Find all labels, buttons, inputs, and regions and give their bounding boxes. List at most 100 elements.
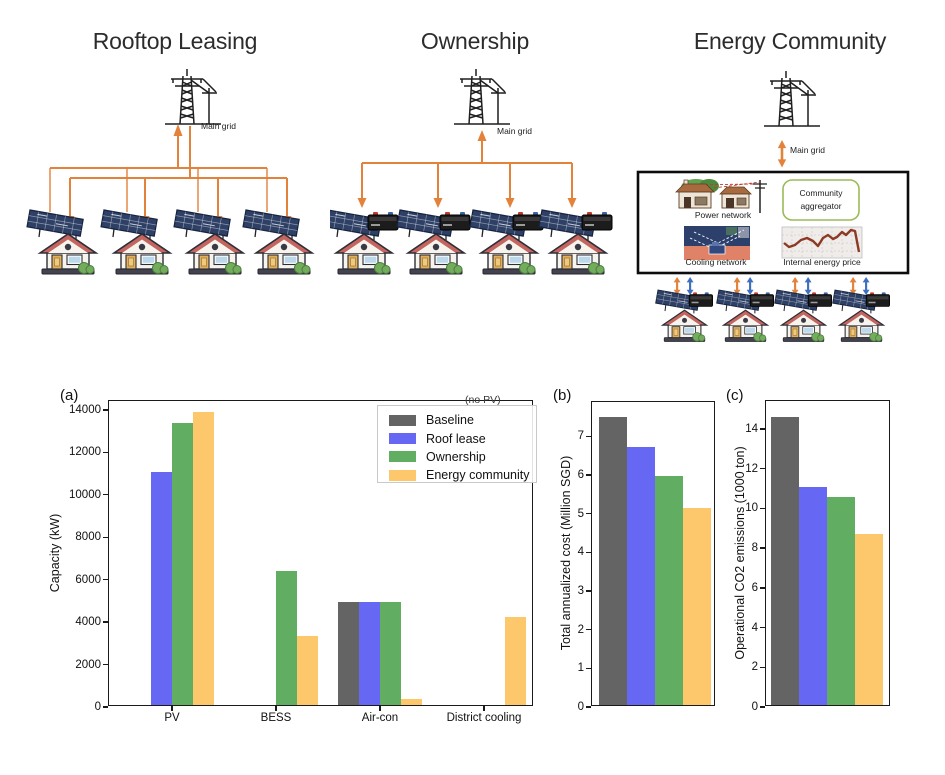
legend-swatch-roof-lease bbox=[389, 433, 416, 445]
legend-row-energy-community: Energy community bbox=[378, 466, 536, 484]
legend-row-ownership: Ownership bbox=[378, 448, 536, 466]
y-tick-mark bbox=[760, 706, 765, 708]
pv-battery-house-row bbox=[330, 209, 613, 275]
pv-house-row bbox=[26, 209, 313, 275]
y-tick-mark bbox=[586, 590, 591, 592]
y-tick-label: 6 bbox=[751, 581, 758, 594]
bar bbox=[855, 534, 883, 705]
cooling-exchange-arrow-icon bbox=[803, 275, 813, 297]
y-tick-label: 3 bbox=[577, 585, 584, 598]
y-tick-mark bbox=[586, 551, 591, 554]
bar bbox=[151, 471, 172, 705]
arrowheads bbox=[357, 130, 577, 208]
power-network-label: Power network bbox=[694, 210, 752, 220]
y-tick-label: 6 bbox=[577, 469, 584, 482]
y-tick-mark bbox=[586, 706, 591, 708]
y-tick-mark bbox=[760, 547, 765, 549]
chart-a-legend: Baseline Roof lease Ownership Energy com… bbox=[377, 405, 537, 483]
solar-panel-icon bbox=[242, 209, 300, 241]
y-tick-label: 4000 bbox=[75, 616, 101, 629]
y-tick-mark bbox=[760, 468, 765, 470]
y-tick-label: 6000 bbox=[75, 573, 101, 586]
energy-community-diagram bbox=[636, 70, 910, 343]
panel-label-a: (a) bbox=[60, 387, 79, 404]
bar bbox=[799, 486, 827, 705]
panel-label-c: (c) bbox=[726, 387, 744, 404]
bar bbox=[193, 412, 214, 705]
diagram-title-rooftop-leasing: Rooftop Leasing bbox=[92, 28, 258, 54]
y-tick-label: 0 bbox=[94, 701, 101, 713]
battery-icon bbox=[581, 211, 613, 231]
y-tick-label: 12 bbox=[745, 462, 758, 475]
cooling-exchange-arrow-icon bbox=[745, 275, 755, 297]
solar-panel-icon bbox=[100, 209, 158, 241]
battery-icon bbox=[807, 291, 832, 307]
house-icon bbox=[186, 233, 244, 275]
y-tick-label: 4 bbox=[751, 621, 758, 634]
y-tick-mark bbox=[103, 663, 108, 666]
diagram-title-ownership: Ownership bbox=[420, 28, 530, 54]
solar-panel-icon bbox=[173, 209, 231, 241]
y-tick-label: 4 bbox=[577, 546, 584, 559]
bar bbox=[338, 602, 359, 705]
y-tick-label: 14 bbox=[745, 422, 758, 435]
y-tick-mark bbox=[103, 536, 108, 538]
aggregator-line1: Community bbox=[799, 188, 843, 198]
y-tick-mark bbox=[103, 494, 108, 496]
cooling-exchange-arrow-icon bbox=[861, 275, 871, 297]
legend-label-baseline: Baseline bbox=[426, 413, 474, 428]
battery-icon bbox=[512, 211, 544, 231]
y-tick-mark bbox=[760, 587, 765, 589]
bar bbox=[505, 616, 526, 705]
emissions-bar-chart: 0 2 4 6 8 10 12 14 bbox=[745, 400, 890, 713]
power-flow-lines bbox=[49, 126, 288, 216]
no-pv-annotation: (no PV) bbox=[465, 394, 501, 406]
bar bbox=[683, 507, 711, 705]
house-icon bbox=[549, 233, 607, 275]
y-tick-mark bbox=[586, 513, 591, 515]
y-tick-label: 12000 bbox=[69, 446, 101, 459]
ownership-diagram bbox=[330, 68, 613, 275]
y-tick-label: 10 bbox=[745, 502, 758, 515]
price-line bbox=[783, 228, 861, 253]
y-tick-label: 8 bbox=[751, 542, 758, 555]
bar bbox=[380, 602, 401, 705]
x-tick-label: PV bbox=[164, 712, 180, 724]
x-tick-mark bbox=[171, 706, 173, 711]
y-tick-label: 2 bbox=[751, 661, 758, 674]
legend-row-roof-lease: Roof lease bbox=[378, 429, 536, 447]
bar bbox=[401, 698, 422, 705]
bar bbox=[359, 602, 380, 705]
y-tick-mark bbox=[586, 435, 591, 438]
power-flow-lines bbox=[361, 139, 573, 200]
y-tick-label: 5 bbox=[577, 507, 584, 520]
house-icon bbox=[407, 233, 465, 275]
y-tick-mark bbox=[760, 666, 765, 668]
y-tick-mark bbox=[760, 428, 765, 430]
power-exchange-arrow-icon bbox=[672, 275, 682, 297]
capacity-bar-chart: 0 2000 4000 6000 8000 10000 12000 14000 PV BESS Ai… bbox=[69, 400, 533, 724]
battery-icon bbox=[439, 211, 471, 231]
y-tick-mark bbox=[586, 629, 591, 631]
legend-row-baseline: Baseline bbox=[378, 411, 536, 429]
y-tick-label: 8000 bbox=[75, 531, 101, 544]
y-tick-label: 0 bbox=[577, 701, 584, 713]
house-icon bbox=[839, 309, 884, 343]
main-grid-label: Main grid bbox=[790, 145, 825, 155]
transmission-tower-icon bbox=[164, 68, 222, 125]
main-grid-label: Main grid bbox=[201, 121, 236, 131]
power-network-image bbox=[675, 179, 767, 213]
y-tick-mark bbox=[760, 626, 765, 629]
x-tick-label: District cooling bbox=[446, 712, 522, 724]
house-icon bbox=[255, 233, 313, 275]
internal-energy-price-chart bbox=[781, 226, 863, 259]
house-icon bbox=[335, 233, 393, 275]
house-icon bbox=[480, 233, 538, 275]
house-icon bbox=[781, 309, 826, 343]
y-tick-label: 1 bbox=[577, 662, 584, 675]
cooling-exchange-arrow-icon bbox=[685, 275, 695, 297]
bar bbox=[599, 417, 627, 705]
y-tick-mark bbox=[760, 507, 765, 510]
community-aggregator-box bbox=[782, 179, 860, 221]
